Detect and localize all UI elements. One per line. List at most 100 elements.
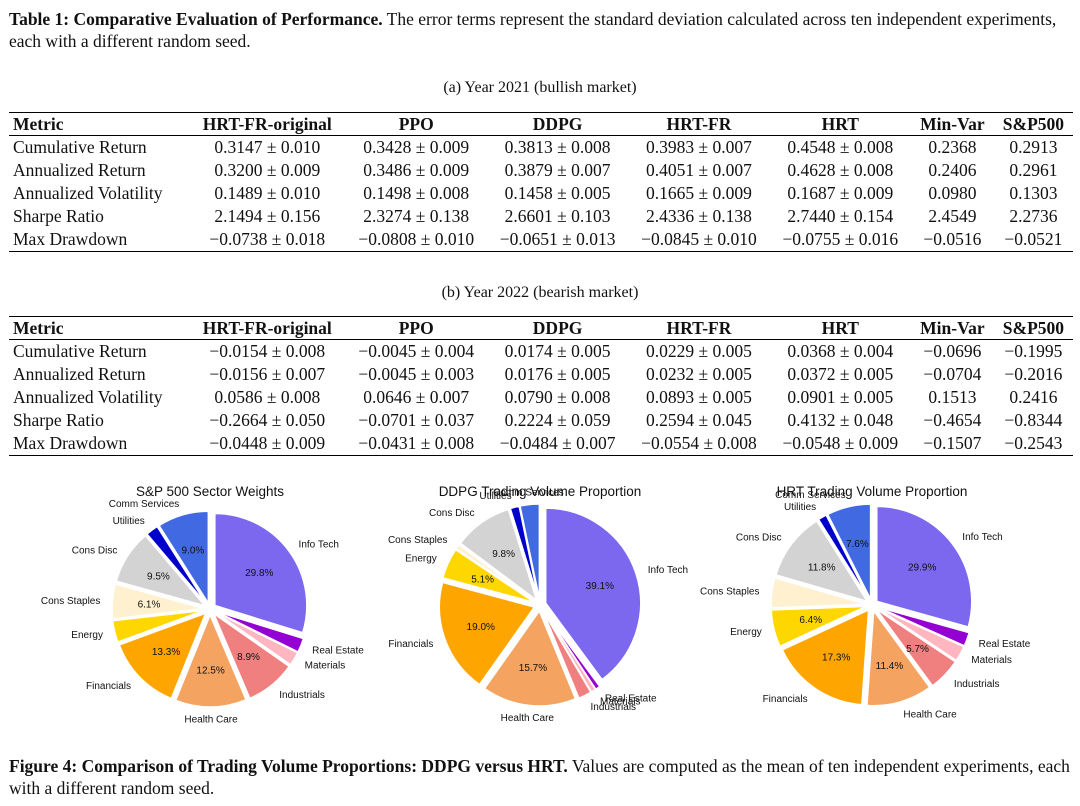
pie-category-label: Health Care bbox=[501, 713, 555, 724]
table-cell: −0.0448 ± 0.009 bbox=[209, 433, 326, 453]
pie-category-label: Real Estate bbox=[312, 645, 364, 656]
table-cell: 0.0893 ± 0.005 bbox=[646, 387, 752, 407]
pie-slice bbox=[214, 512, 308, 634]
pie-slice bbox=[214, 611, 299, 666]
metric-cell: Cumulative Return bbox=[13, 341, 147, 361]
pie-pct-label: 8.9% bbox=[237, 652, 260, 663]
table-header-row: Metric HRT-FR-original PPO DDPG HRT-FR H… bbox=[9, 316, 1073, 340]
pie-slice bbox=[174, 613, 248, 708]
table-cell: 0.0586 ± 0.008 bbox=[214, 387, 321, 407]
table-cell: −0.2016 bbox=[1004, 364, 1063, 384]
pie-slice bbox=[145, 525, 208, 605]
table-cell: −0.0548 ± 0.009 bbox=[782, 433, 899, 453]
pie-pct-label: 29.8% bbox=[245, 568, 273, 579]
table-cell: 0.0901 ± 0.005 bbox=[787, 387, 894, 407]
table-caption-label: Table 1: Comparative Evaluation of Perfo… bbox=[9, 9, 383, 29]
header-cell: Metric bbox=[13, 317, 64, 338]
table-cell: 0.1665 ± 0.009 bbox=[646, 183, 752, 203]
header-cell: Metric bbox=[13, 113, 64, 134]
metric-cell: Max Drawdown bbox=[13, 229, 128, 249]
pie-category-label: Energy bbox=[730, 627, 762, 638]
header-cell: Min-Var bbox=[920, 113, 985, 134]
table-cell: 0.4628 ± 0.008 bbox=[787, 160, 894, 180]
table-cell: −0.0701 ± 0.037 bbox=[358, 410, 475, 430]
pie-category-label: Industrials bbox=[954, 679, 1000, 690]
table-cell: −0.8344 bbox=[1004, 410, 1063, 430]
table-row: Cumulative Return 0.3147 ± 0.010 0.3428 … bbox=[9, 136, 1073, 160]
pie-title: DDPG Trading Volume Proportion bbox=[439, 484, 642, 499]
pie-slice bbox=[519, 503, 541, 600]
table-cell: 0.3813 ± 0.008 bbox=[504, 137, 611, 157]
table-cell: 0.2594 ± 0.045 bbox=[646, 410, 752, 430]
figure-caption-label: Figure 4: Comparison of Trading Volume P… bbox=[9, 756, 568, 776]
table-cell: 0.0372 ± 0.005 bbox=[787, 364, 894, 384]
pie-pct-label: 19.0% bbox=[467, 622, 495, 633]
pie-slice bbox=[111, 609, 205, 644]
header-cell: S&P500 bbox=[1002, 317, 1065, 338]
table-2022: Metric HRT-FR-original PPO DDPG HRT-FR H… bbox=[9, 316, 1073, 456]
pie-slice bbox=[876, 505, 973, 628]
pie-category-label: Health Care bbox=[903, 709, 957, 720]
pie-slice bbox=[212, 611, 291, 700]
header-cell: HRT-FR bbox=[666, 113, 732, 134]
table-cell: 2.6601 ± 0.103 bbox=[504, 206, 611, 226]
figure-caption-text: Values are computed as the mean of ten i… bbox=[9, 756, 1070, 798]
pie-category-label: Materials bbox=[600, 697, 641, 708]
table-row: Annualized Volatility 0.0586 ± 0.008 0.0… bbox=[9, 386, 1073, 409]
pie-slice bbox=[215, 610, 305, 653]
pie-slice bbox=[459, 508, 538, 603]
pie-pct-label: 6.1% bbox=[138, 600, 161, 611]
table-cell: −0.0045 ± 0.004 bbox=[358, 341, 475, 361]
table-cell: 2.4549 bbox=[928, 206, 977, 226]
pie-slice bbox=[875, 608, 957, 687]
pie-pct-label: 9.0% bbox=[182, 546, 205, 557]
pie-slice bbox=[118, 611, 208, 700]
table-cell: 2.4336 ± 0.138 bbox=[646, 206, 752, 226]
table-cell: 2.3274 ± 0.138 bbox=[363, 206, 470, 226]
table-caption: Table 1: Comparative Evaluation of Perfo… bbox=[9, 8, 1071, 52]
pie-charts-figure: S&P 500 Sector Weights 29.8% Info Tech Real… bbox=[41, 484, 1031, 725]
table-cell: 0.4548 ± 0.008 bbox=[787, 137, 894, 157]
pie-title: HRT Trading Volume Proportion bbox=[777, 484, 968, 499]
pie-chart-2: DDPG Trading Volume Proportion 39.1% Info … bbox=[388, 484, 688, 724]
table-cell: −0.0755 ± 0.016 bbox=[782, 229, 899, 249]
table-cell: 0.3983 ± 0.007 bbox=[646, 137, 752, 157]
pie-pct-label: 39.1% bbox=[586, 581, 614, 592]
table-row: Annualized Return −0.0156 ± 0.007 −0.004… bbox=[9, 363, 1073, 386]
table-cell: 0.2368 bbox=[928, 137, 977, 157]
pie-category-label: Materials bbox=[971, 655, 1012, 666]
table-row: Annualized Return 0.3200 ± 0.009 0.3486 … bbox=[9, 159, 1073, 182]
metric-cell: Sharpe Ratio bbox=[13, 206, 104, 226]
table-cell: 0.3147 ± 0.010 bbox=[214, 137, 321, 157]
table-cell: −0.0516 bbox=[923, 229, 982, 249]
pie-category-label: Industrials bbox=[590, 702, 636, 713]
table-cell: −0.0704 bbox=[923, 364, 982, 384]
pie-category-label: Utilities bbox=[113, 516, 145, 527]
header-cell: DDPG bbox=[532, 317, 583, 338]
table-cell: −0.0484 ± 0.007 bbox=[499, 433, 616, 453]
pie-category-label: Financials bbox=[763, 694, 808, 705]
pie-category-label: Cons Disc bbox=[72, 545, 118, 556]
metric-cell: Annualized Volatility bbox=[13, 183, 163, 203]
table-cell: 0.1498 ± 0.008 bbox=[363, 183, 470, 203]
pie-category-label: Real Estate bbox=[605, 693, 657, 704]
metric-cell: Max Drawdown bbox=[13, 433, 128, 453]
pie-chart-3: HRT Trading Volume Proportion 29.9% Info T… bbox=[700, 484, 1031, 720]
table-cell: −0.0156 ± 0.007 bbox=[209, 364, 326, 384]
pie-slice bbox=[111, 583, 205, 620]
pie-slice bbox=[438, 581, 536, 686]
pie-chart-1: S&P 500 Sector Weights 29.8% Info Tech Real… bbox=[41, 484, 364, 725]
pie-category-label: Comm Services bbox=[109, 499, 180, 510]
table-cell: 0.2406 bbox=[928, 160, 977, 180]
table-row: Cumulative Return −0.0154 ± 0.008 −0.004… bbox=[9, 340, 1073, 364]
pie-category-label: Info Tech bbox=[299, 539, 339, 550]
table-cell: 0.0790 ± 0.008 bbox=[504, 387, 611, 407]
pie-pct-label: 13.3% bbox=[152, 647, 180, 658]
table-row: Max Drawdown −0.0448 ± 0.009 −0.0431 ± 0… bbox=[9, 432, 1073, 456]
pie-slice bbox=[541, 609, 592, 700]
pie-category-label: Comm Services bbox=[775, 490, 846, 501]
table-cell: 0.2913 bbox=[1009, 137, 1058, 157]
table-cell: 0.2961 bbox=[1009, 160, 1058, 180]
pie-category-label: Info Tech bbox=[648, 565, 688, 576]
header-cell: HRT bbox=[821, 317, 859, 338]
